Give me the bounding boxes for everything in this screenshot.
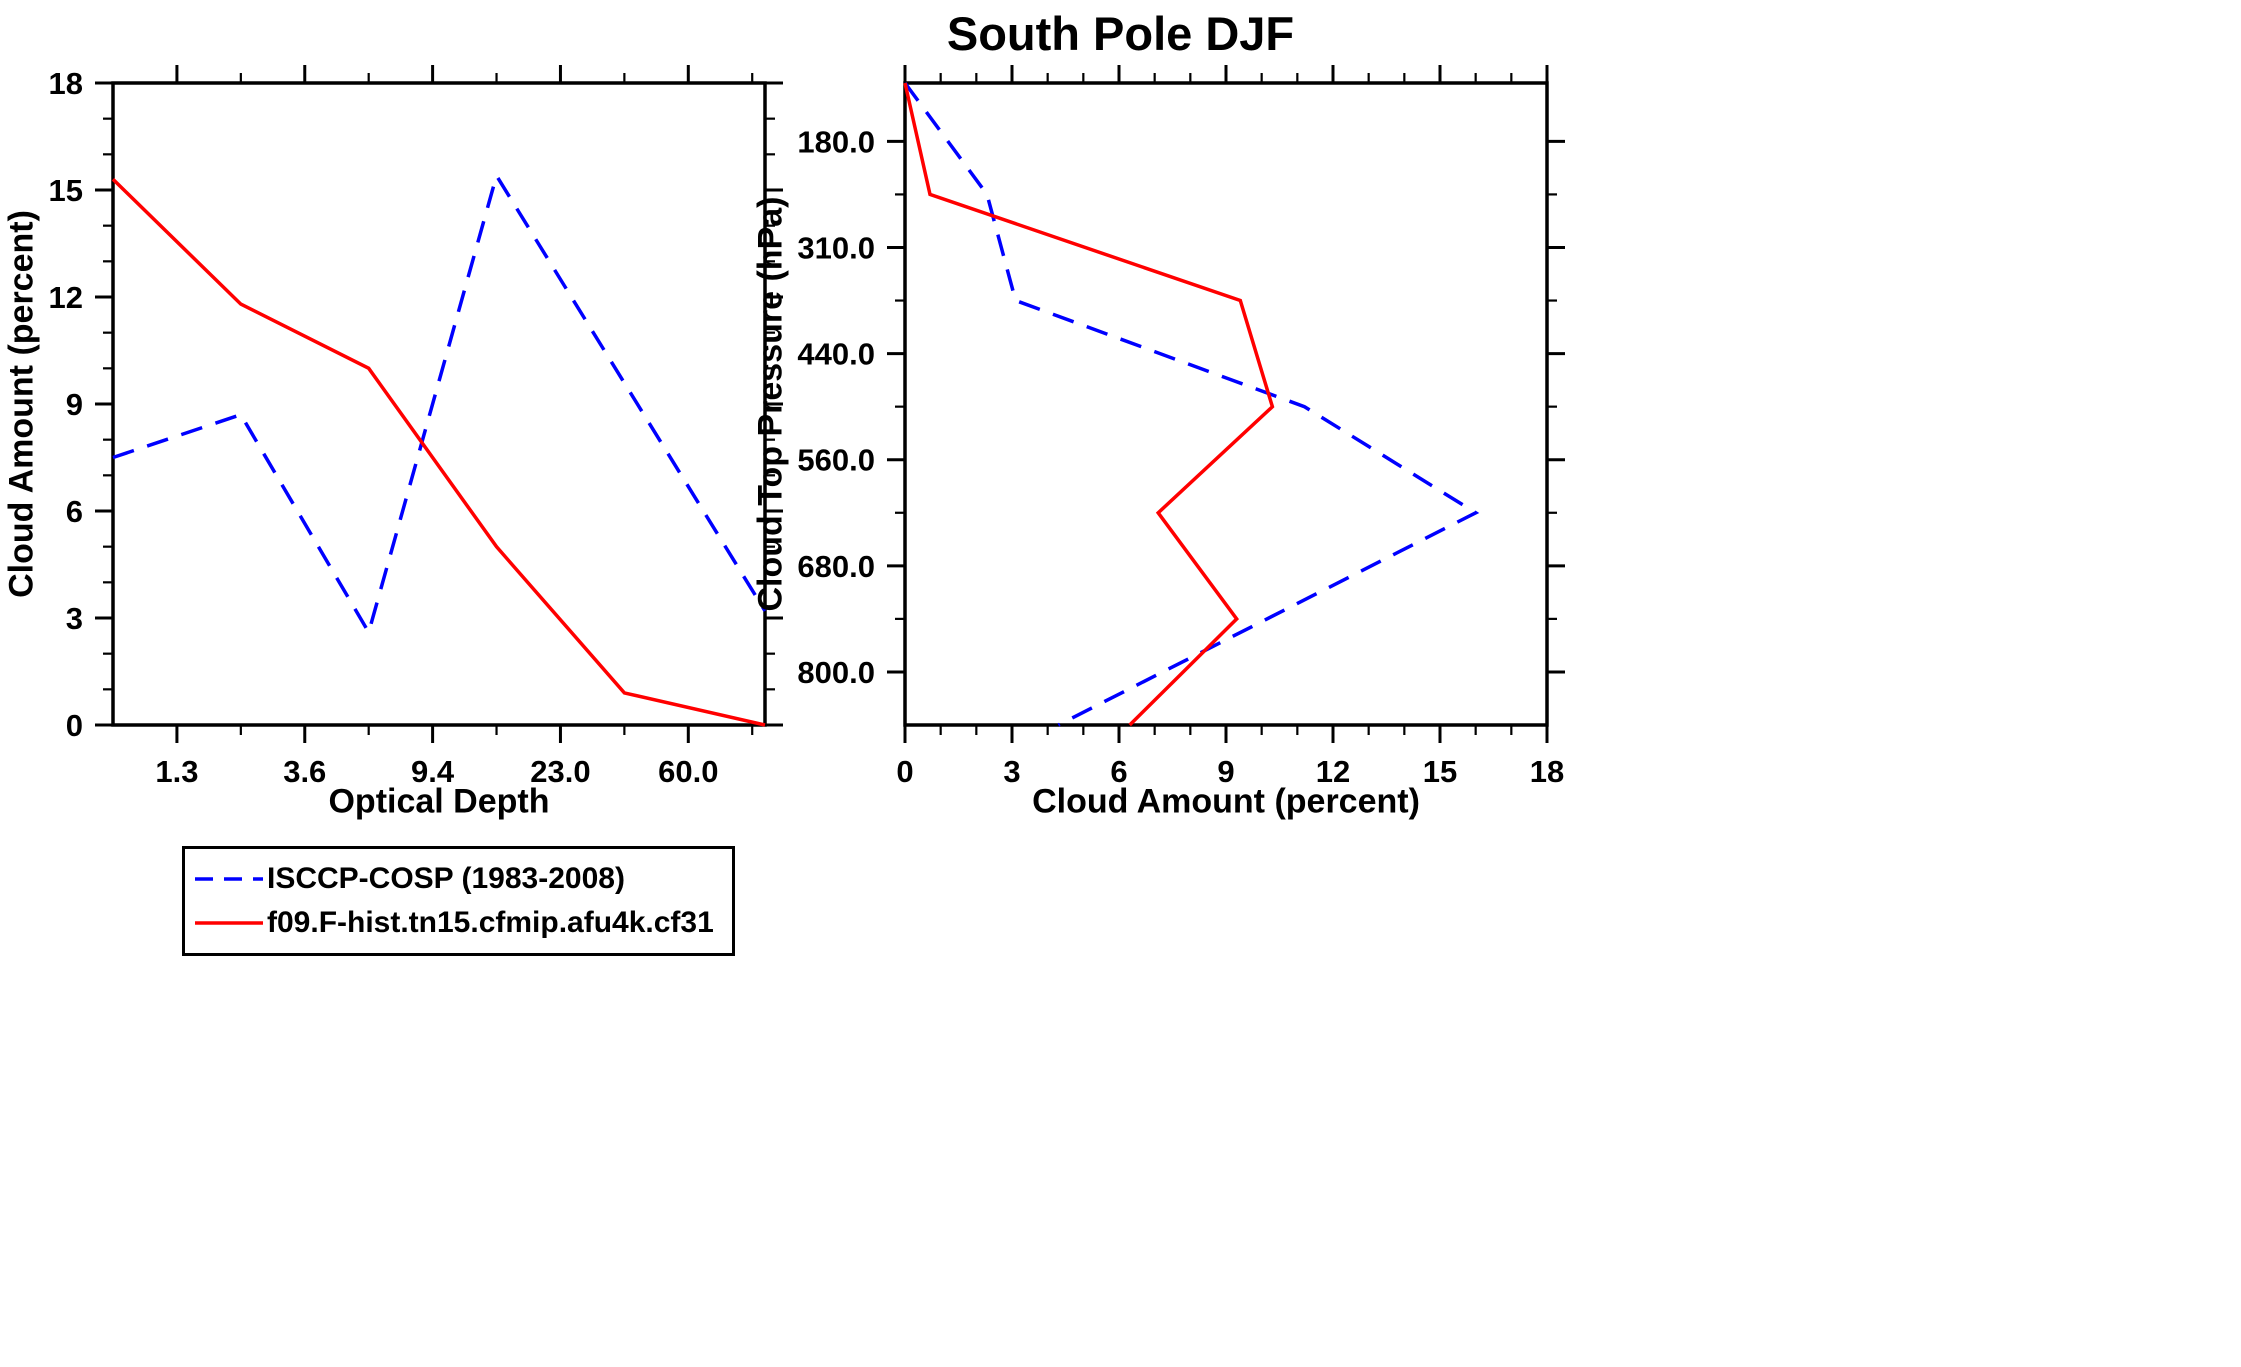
plot-frame [903, 81, 1549, 727]
x-tick-label: 15 [1423, 754, 1457, 789]
y-tick-label: 9 [66, 387, 83, 422]
plot-frame [111, 81, 767, 727]
x-tick-label: 1.3 [155, 754, 198, 789]
y-tick-label: 6 [66, 494, 83, 529]
solid-line-icon [195, 921, 263, 925]
x-tick-label: 3.6 [283, 754, 326, 789]
legend-entry-observations: ISCCP-COSP (1983-2008) [193, 857, 714, 901]
y-tick-label: 18 [49, 66, 83, 101]
series-line-dashed [903, 81, 1480, 727]
x-tick-label: 60.0 [658, 754, 718, 789]
y-tick-label: 15 [49, 173, 83, 208]
y-tick-label: 0 [66, 708, 83, 743]
x-axis-label-left-panel: Optical Depth [328, 782, 550, 821]
series-line-dashed [112, 171, 767, 637]
x-tick-label: 6 [1110, 754, 1127, 789]
x-axis-label-right-panel: Cloud Amount (percent) [1032, 782, 1420, 821]
y-tick-label: 560.0 [797, 443, 875, 478]
x-tick-label: 9.4 [411, 754, 455, 789]
y-tick-label: 680.0 [797, 549, 875, 584]
y-axis-label-left-panel: Cloud Amount (percent) [2, 210, 41, 598]
y-tick-label: 800.0 [797, 655, 875, 690]
x-tick-label: 23.0 [530, 754, 590, 789]
x-tick-label: 12 [1316, 754, 1350, 789]
y-tick-label: 12 [49, 280, 83, 315]
legend-label-observations: ISCCP-COSP (1983-2008) [267, 862, 625, 895]
x-tick-label: 18 [1530, 754, 1564, 789]
y-tick-label: 3 [66, 601, 83, 636]
dashed-line-icon [195, 877, 263, 881]
series-line-solid [111, 178, 766, 727]
chart-title: South Pole DJF [946, 7, 1295, 60]
panel-right: 0 3 6 9 12 15 18 180.0 310.0 440.0 560.0 680.0 800.0 [797, 65, 1565, 789]
panel-left: 1.3 3.6 9.4 23.0 60.0 0 3 6 9 12 15 18 [49, 65, 783, 789]
legend-label-model: f09.F-hist.tn15.cfmip.afu4k.cf31 [267, 906, 714, 939]
legend: ISCCP-COSP (1983-2008) f09.F-hist.tn15.c… [182, 846, 735, 956]
legend-entry-model: f09.F-hist.tn15.cfmip.afu4k.cf31 [193, 901, 714, 945]
y-axis-label-right-panel: Cloud Top Pressure (hPa) [751, 196, 790, 612]
y-tick-label: 310.0 [797, 230, 875, 265]
y-tick-label: 440.0 [797, 337, 875, 372]
series-line-solid [903, 82, 1275, 727]
x-tick-label: 9 [1217, 754, 1234, 789]
x-tick-label: 3 [1003, 754, 1020, 789]
x-tick-label: 0 [896, 754, 913, 789]
y-tick-label: 180.0 [797, 124, 875, 159]
